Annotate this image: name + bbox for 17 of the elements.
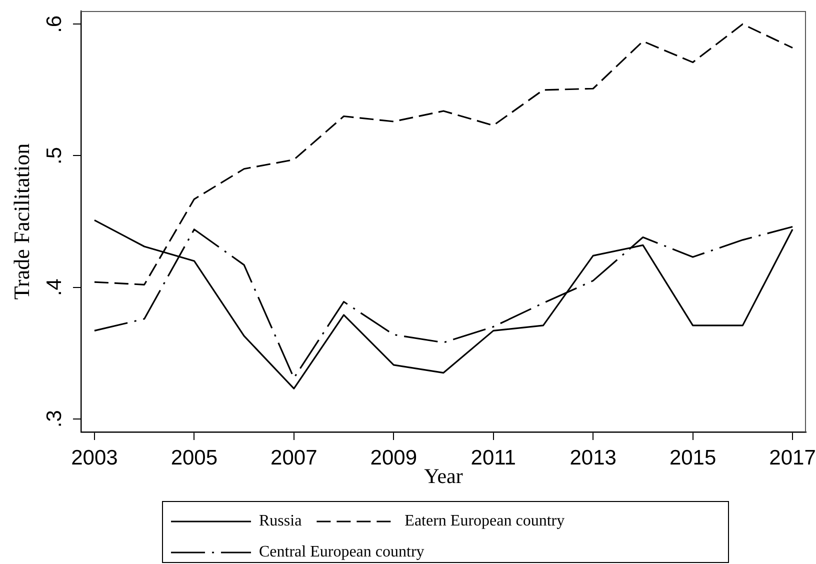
y-tick-label: .3 <box>43 410 66 428</box>
x-tick-label: 2007 <box>270 446 318 470</box>
legend-label: Central European country <box>259 544 424 561</box>
x-tick-label: 2009 <box>370 446 417 470</box>
x-tick-label: 2011 <box>470 446 516 470</box>
y-tick-label: .6 <box>43 15 66 33</box>
x-tick-label: 2005 <box>170 446 218 470</box>
x-tick-label: 2003 <box>71 446 118 470</box>
x-tick-label: 2017 <box>769 446 816 470</box>
legend-label: Eatern European country <box>404 512 565 530</box>
x-tick-label: 2013 <box>570 446 616 470</box>
y-tick-label: .4 <box>43 278 66 296</box>
legend-label: Russia <box>259 512 302 530</box>
y-tick-label: .5 <box>43 146 66 164</box>
x-axis-title: Year <box>424 464 463 488</box>
x-tick-label: 2015 <box>669 446 716 470</box>
y-axis-title: Trade Facilitation <box>8 143 34 300</box>
